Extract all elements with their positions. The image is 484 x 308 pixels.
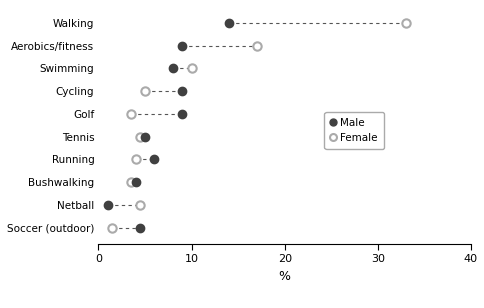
X-axis label: %: % [278,270,290,282]
Legend: Male, Female: Male, Female [324,111,383,149]
